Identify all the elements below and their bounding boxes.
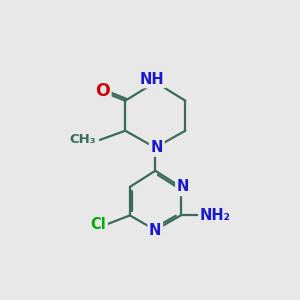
Text: N: N	[151, 140, 163, 155]
Text: CH₃: CH₃	[70, 134, 96, 146]
Text: NH: NH	[140, 72, 164, 87]
Text: O: O	[95, 82, 110, 100]
Text: NH₂: NH₂	[200, 208, 231, 223]
Text: N: N	[149, 223, 161, 238]
Text: Cl: Cl	[90, 217, 106, 232]
Text: N: N	[177, 179, 189, 194]
